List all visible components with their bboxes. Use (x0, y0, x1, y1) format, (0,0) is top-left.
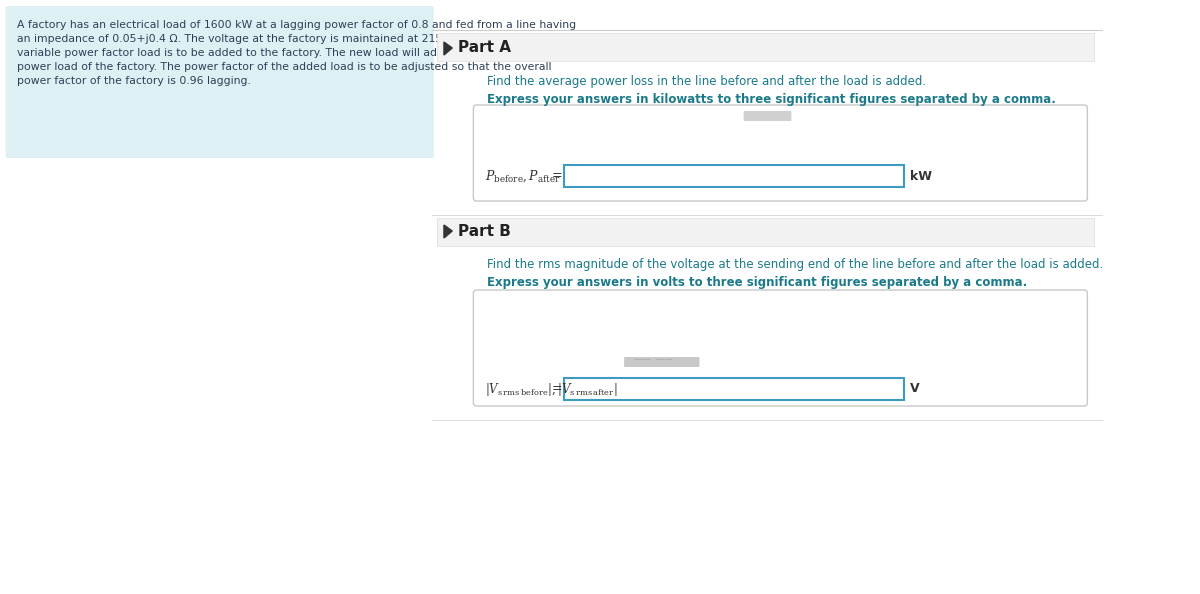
FancyBboxPatch shape (564, 165, 905, 187)
Text: Find the rms magnitude of the voltage at the sending end of the line before and : Find the rms magnitude of the voltage at… (487, 258, 1104, 271)
Polygon shape (444, 42, 452, 55)
Text: A factory has an electrical load of 1600 kW at a lagging power factor of 0.8 and: A factory has an electrical load of 1600… (17, 20, 576, 86)
FancyBboxPatch shape (473, 105, 1087, 201)
Text: V: V (910, 383, 919, 396)
Text: =: = (552, 169, 562, 182)
Text: ——  ——: —— —— (635, 355, 673, 365)
FancyBboxPatch shape (624, 357, 700, 367)
FancyBboxPatch shape (473, 290, 1087, 406)
Polygon shape (444, 225, 452, 238)
FancyBboxPatch shape (6, 6, 434, 158)
Text: $|V_{\mathrm{s\,rms\,before}}|, |V_{\mathrm{s\,rms\,after}}|$: $|V_{\mathrm{s\,rms\,before}}|, |V_{\mat… (485, 381, 618, 397)
Text: $P_{\mathrm{before}}, P_{\mathrm{after}}$: $P_{\mathrm{before}}, P_{\mathrm{after}}… (485, 168, 562, 184)
Text: =: = (552, 383, 562, 396)
Text: Express your answers in volts to three significant figures separated by a comma.: Express your answers in volts to three s… (487, 276, 1027, 289)
Text: Express your answers in kilowatts to three significant figures separated by a co: Express your answers in kilowatts to thr… (487, 93, 1056, 106)
FancyBboxPatch shape (437, 33, 1094, 61)
Text: kW: kW (910, 169, 932, 182)
FancyBboxPatch shape (437, 218, 1094, 246)
FancyBboxPatch shape (564, 378, 905, 400)
FancyBboxPatch shape (744, 111, 792, 121)
Text: Find the average power loss in the line before and after the load is added.: Find the average power loss in the line … (487, 75, 926, 88)
Text: Part B: Part B (457, 223, 511, 239)
Text: Part A: Part A (457, 39, 511, 55)
